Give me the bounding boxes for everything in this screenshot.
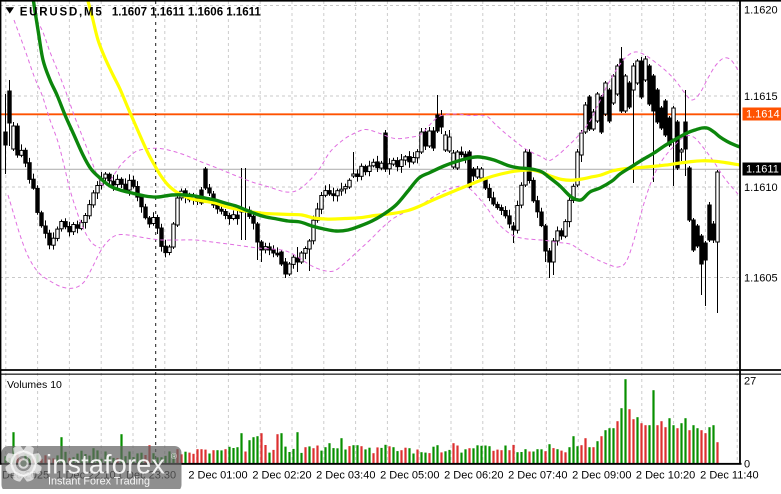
svg-text:2 Dec 02:20: 2 Dec 02:20 (252, 470, 311, 482)
svg-text:Instant Forex Trading: Instant Forex Trading (48, 476, 150, 488)
svg-text:1.1620: 1.1620 (744, 5, 778, 17)
svg-text:27: 27 (744, 376, 756, 388)
svg-text:2 Dec 07:40: 2 Dec 07:40 (508, 470, 567, 482)
svg-text:1.1610: 1.1610 (744, 182, 778, 194)
svg-text:1.1611: 1.1611 (746, 164, 779, 176)
svg-text:EURUSD,M5 1.1607 1.1611 1.1606: EURUSD,M5 1.1607 1.1611 1.1606 1.1611 (20, 6, 262, 18)
svg-text:2 Dec 01:00: 2 Dec 01:00 (188, 470, 247, 482)
svg-text:2 Dec 03:40: 2 Dec 03:40 (316, 470, 375, 482)
svg-text:2 Dec 11:40: 2 Dec 11:40 (700, 470, 759, 482)
svg-text:1.1605: 1.1605 (744, 273, 778, 285)
svg-text:Volumes 10: Volumes 10 (7, 379, 62, 391)
svg-text:®: ® (171, 452, 177, 461)
svg-text:2 Dec 06:20: 2 Dec 06:20 (444, 470, 503, 482)
svg-text:1.1614: 1.1614 (746, 109, 780, 121)
svg-text:1.1615: 1.1615 (744, 91, 778, 103)
svg-text:2 Dec 10:20: 2 Dec 10:20 (636, 470, 695, 482)
svg-text:2 Dec 05:00: 2 Dec 05:00 (380, 470, 439, 482)
svg-text:2 Dec 09:00: 2 Dec 09:00 (572, 470, 631, 482)
